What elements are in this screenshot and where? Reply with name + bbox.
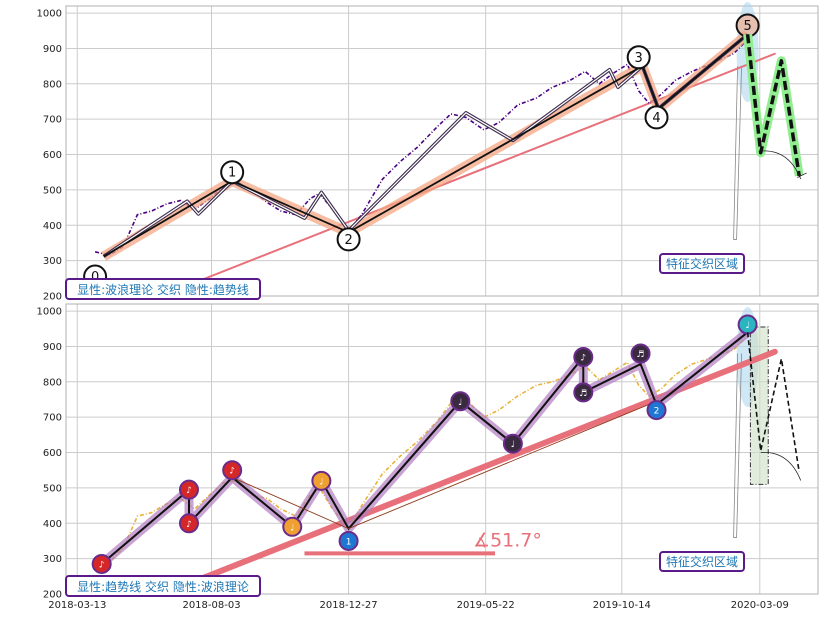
x-axis-ticks: 2018-03-13 2018-08-03 2018-12-27 2019-05-22… [48,600,789,611]
x-tick-label: 2019-10-14 [593,600,651,611]
y-tick-label: 800 [43,377,62,388]
pattern-marker [646,400,667,421]
y-tick-label: 300 [43,554,62,565]
bottom-panel: 200 300 400 500 600 700 800 900 1000 ∡51.7° ♪ ♪ ♪ ♪ ♩ ♩… [37,303,819,601]
price-series [94,39,749,257]
projection-arc [760,452,802,481]
plot-frame [65,303,819,595]
x-tick-label: 2019-05-22 [457,600,515,611]
y-tick-label: 900 [43,342,62,353]
y-tick-label: 600 [43,150,62,161]
x-tick-label: 2018-03-13 [48,600,106,611]
pattern-marker [311,470,332,491]
pattern-marker-label: ♪ [186,486,192,496]
pattern-marker-label: ♬ [579,389,587,399]
pattern-marker [282,516,303,537]
angle-label: ∡51.7° [473,529,542,551]
wave-point-label: 5 [743,19,751,34]
wave-point-label: 2 [344,233,352,248]
pattern-marker-label: ♩ [319,477,323,487]
pattern-marker-label: 1 [346,537,352,547]
wave-point-label: 0 [91,270,99,285]
projection-line [746,332,800,473]
panel-label-box [65,278,261,300]
panel-label-box [65,575,261,597]
pattern-marker-label: ♩ [458,398,462,408]
feature-zone-label-box [659,551,745,572]
pattern-marker [630,343,651,364]
pattern-marker [338,530,359,551]
thin-connector-line [232,476,349,530]
zigzag-inner [103,33,748,257]
y-tick-label: 200 [43,590,62,601]
feature-zone-pointer [733,353,742,538]
wave-point-circle [644,105,669,130]
wave-point-label: 3 [635,51,643,66]
wave-point-circle [220,160,245,185]
y-tick-label: 600 [43,448,62,459]
panel-label: 显性:波浪理论 交织 隐性:趋势线 [77,282,249,297]
wave-point-label: 4 [652,111,660,126]
pattern-marker [573,382,594,403]
projection-arc [760,150,802,180]
pattern-marker-label: ♪ [229,467,235,477]
pattern-marker [573,347,594,368]
y-tick-label: 200 [43,292,62,303]
pattern-marker [178,479,199,500]
marker-line [101,331,749,565]
pattern-marker-label: ♬ [637,350,645,360]
pattern-marker-label: ♪ [580,354,586,364]
projection-tick [797,172,807,178]
feature-zone-label: 特征交织区域 [666,554,738,569]
thin-connector-line [348,400,657,530]
pattern-marker-label: ♩ [290,523,294,533]
feature-zone-label: 特征交织区域 [666,256,738,271]
feature-zone-pointer [733,66,742,240]
pattern-marker [502,433,523,454]
pattern-marker-label: 2 [654,407,660,417]
y-tick-label: 800 [43,79,62,90]
y-tick-label: 700 [43,115,62,126]
pattern-marker [222,460,243,481]
wave-point-label: 1 [228,166,236,181]
pattern-marker-label: ♪ [99,560,105,570]
x-tick-label: 2020-03-09 [731,600,789,611]
wave-point-circle [336,227,361,252]
y-tick-label: 400 [43,221,62,232]
y-tick-label: 1000 [37,307,62,318]
y-tick-label: 300 [43,256,62,267]
pattern-marker [91,553,112,574]
y-tick-label: 1000 [37,9,62,20]
pattern-marker-label: ♪ [186,520,192,530]
pattern-marker [178,513,199,534]
y-tick-label: 500 [43,483,62,494]
projection-line [745,34,801,177]
feature-zone-box [749,326,769,485]
x-tick-label: 2018-08-03 [182,600,240,611]
marker-band [98,328,751,568]
zigzag-outline [102,32,749,258]
y-tick-label: 700 [43,413,62,424]
y-tick-label: 900 [43,44,62,55]
price-series [94,335,749,564]
top-panel: 200 300 400 500 600 700 800 900 1000 0 1 2 3 4 5 特征交织区域… [37,1,819,303]
y-tick-label: 500 [43,185,62,196]
wave-band [101,30,751,261]
plot-frame [65,5,819,297]
pattern-marker-label: ♩ [745,321,749,331]
pattern-marker [450,391,471,412]
pattern-marker-label: ♩ [511,440,515,450]
wave-line [103,33,749,258]
y-tick-label: 400 [43,519,62,530]
wave-point-circle [626,45,651,70]
panel-label: 显性:趋势线 交织 隐性:波浪理论 [77,579,249,594]
x-tick-label: 2018-12-27 [320,600,378,611]
feature-zone-label-box [659,253,745,274]
